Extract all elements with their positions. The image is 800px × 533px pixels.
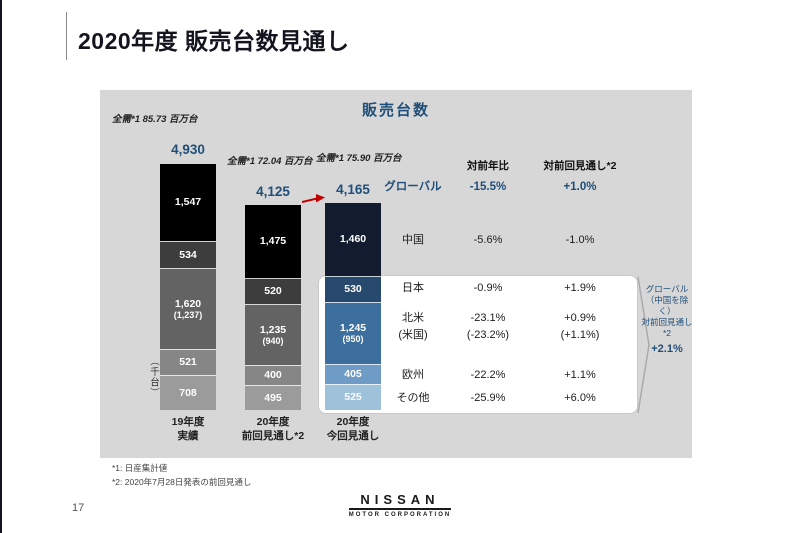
segment-value: 1,235 [259,323,287,336]
footnotes: *1: 日産集計値 *2: 2020年7月28日発表の前回見通し [112,461,251,489]
chart-panel: 販売台数 （千台） 全需*1 85.73 百万台 全需*1 72.04 百万台 … [100,90,694,458]
region-label: 日本 [402,282,424,294]
callout-line1: グローバル [645,284,689,294]
region-label: グローバル [384,181,442,193]
bar-segment-china: 1,460 [325,203,381,276]
region-label: その他 [396,392,430,404]
x-axis-label-fy19: 19年度 実績 [171,416,205,442]
bar-segment-europe: 405 [325,364,381,384]
yoy-value: -22.2% [470,369,506,381]
footnote-2: *2: 2020年7月28日発表の前回見通し [112,477,252,488]
bar-segment-japan: 530 [325,276,381,302]
slide-left-edge [0,0,2,533]
logo-sub-text: MOTOR CORPORATION [348,512,452,518]
increase-arrow-icon [302,194,325,203]
column-header-vs-previous: 対前回見通し*2 [543,160,617,172]
logo-brand-text: NISSAN [348,492,452,510]
column-header-yoy: 対前年比 [467,160,509,172]
bar-segment-north-america: 1,245 (950) [325,302,381,364]
bar-segment-north-america: 1,235 (940) [245,304,301,365]
segment-subvalue: (940) [262,335,284,346]
bar-fy20-current-outlook: 1,460 530 1,245 (950) 405 525 [325,203,381,410]
segment-value: 1,475 [259,235,287,248]
bar-total-fy19: 4,930 [171,142,205,157]
bar-segment-china: 1,547 [160,164,216,241]
vs-previous-value: +0.9% [564,312,596,324]
bar-segment-others: 495 [245,385,301,410]
bar-total-current: 4,165 [336,182,370,197]
total-demand-label-prev: 全需*1 72.04 百万台 [227,156,313,167]
vs-previous-value: +1.9% [564,282,596,294]
vs-previous-value: +1.0% [563,181,597,193]
segment-value: 400 [264,369,282,382]
x-axis-label-current: 20年度 今回見通し [326,416,380,442]
segment-value: 1,245 [339,322,367,335]
total-demand-label-current: 全需*1 75.90 百万台 [316,153,402,164]
segment-value: 1,547 [174,196,202,209]
bar-segment-japan: 520 [245,278,301,304]
segment-subvalue: (1,237) [173,309,203,320]
region-label: 欧州 [402,369,424,381]
total-demand-label-fy19: 全需*1 85.73 百万台 [112,114,198,125]
segment-value: 708 [179,386,197,399]
bar-total-prev: 4,125 [256,184,290,199]
yoy-value: -25.9% [470,392,506,404]
bar-segment-europe: 521 [160,349,216,375]
title-accent-line [66,12,67,60]
vs-previous-value: -1.0% [565,234,595,246]
region-label: 中国 [402,234,424,246]
bar-fy20-previous-outlook: 1,475 520 1,235 (940) 400 495 [245,205,301,410]
page-title: 2020年度 販売台数見通し [78,28,350,54]
segment-value: 530 [344,283,362,296]
yoy-subvalue: (-23.2%) [466,329,510,341]
y-axis-unit-label: （千台） [148,356,159,398]
bar-segment-china: 1,475 [245,205,301,278]
yoy-value: -23.1% [470,312,506,324]
callout-line3: 対前回見通し*2 [641,317,693,339]
vs-previous-value: +1.1% [564,369,596,381]
segment-subvalue: (950) [342,334,364,345]
segment-value: 495 [264,391,282,404]
global-ex-china-callout: グローバル （中国を除く） 対前回見通し*2 +2.1% [640,284,694,357]
bar-fy19-actual: 1,547 534 1,620 (1,237) 521 708 [160,164,216,410]
callout-value: +2.1% [651,343,683,356]
segment-value: 1,460 [339,233,367,246]
callout-bracket-icon [637,276,650,414]
callout-line2: （中国を除く） [645,295,689,317]
bar-segment-north-america: 1,620 (1,237) [160,268,216,349]
vs-previous-subvalue: (+1.1%) [560,329,600,341]
segment-value: 520 [264,285,282,298]
segment-value: 521 [179,356,197,369]
bar-segment-others: 525 [325,384,381,410]
yoy-value: -0.9% [473,282,503,294]
segment-value: 1,620 [174,297,202,310]
bar-segment-japan: 534 [160,241,216,268]
footnote-1: *1: 日産集計値 [112,463,168,473]
segment-value: 534 [179,248,197,261]
region-label: 北米 [402,312,424,324]
chart-title: 販売台数 [361,102,430,119]
region-sublabel: (米国) [398,329,428,341]
nissan-logo: NISSAN MOTOR CORPORATION [0,492,800,521]
yoy-value: -5.6% [473,234,503,246]
page-number: 17 [72,502,85,514]
yoy-value: -15.5% [469,181,507,193]
segment-value: 525 [344,391,362,404]
vs-previous-value: +6.0% [564,392,596,404]
bar-segment-europe: 400 [245,365,301,385]
bar-segment-others: 708 [160,375,216,410]
x-axis-label-prev: 20年度 前回見通し*2 [241,416,305,442]
segment-value: 405 [344,368,362,381]
